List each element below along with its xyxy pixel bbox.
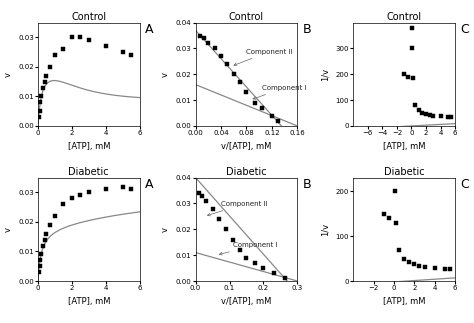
Title: Diabetic: Diabetic [68, 167, 109, 177]
Y-axis label: v: v [3, 227, 12, 232]
X-axis label: [ATP], mM: [ATP], mM [383, 297, 426, 306]
Text: Component I: Component I [253, 85, 307, 99]
Text: Component I: Component I [219, 243, 278, 255]
Text: C: C [460, 23, 469, 36]
Text: A: A [145, 23, 153, 36]
Y-axis label: 1/v: 1/v [321, 68, 330, 81]
Y-axis label: v: v [3, 72, 12, 77]
Text: C: C [460, 178, 469, 191]
X-axis label: [ATP], mM: [ATP], mM [67, 142, 110, 151]
Text: B: B [302, 23, 311, 36]
X-axis label: v/[ATP], mM: v/[ATP], mM [221, 297, 272, 306]
Y-axis label: v: v [161, 227, 170, 232]
Title: Control: Control [387, 12, 422, 22]
Text: Component II: Component II [208, 201, 268, 216]
Title: Control: Control [229, 12, 264, 22]
X-axis label: [ATP], mM: [ATP], mM [67, 297, 110, 306]
Title: Control: Control [71, 12, 106, 22]
Title: Diabetic: Diabetic [226, 167, 267, 177]
Title: Diabetic: Diabetic [384, 167, 425, 177]
X-axis label: v/[ATP], mM: v/[ATP], mM [221, 142, 272, 151]
Y-axis label: 1/v: 1/v [321, 223, 330, 236]
X-axis label: [ATP], mM: [ATP], mM [383, 142, 426, 151]
Text: Component II: Component II [234, 49, 293, 66]
Y-axis label: v: v [161, 72, 170, 77]
Text: A: A [145, 178, 153, 191]
Text: B: B [302, 178, 311, 191]
